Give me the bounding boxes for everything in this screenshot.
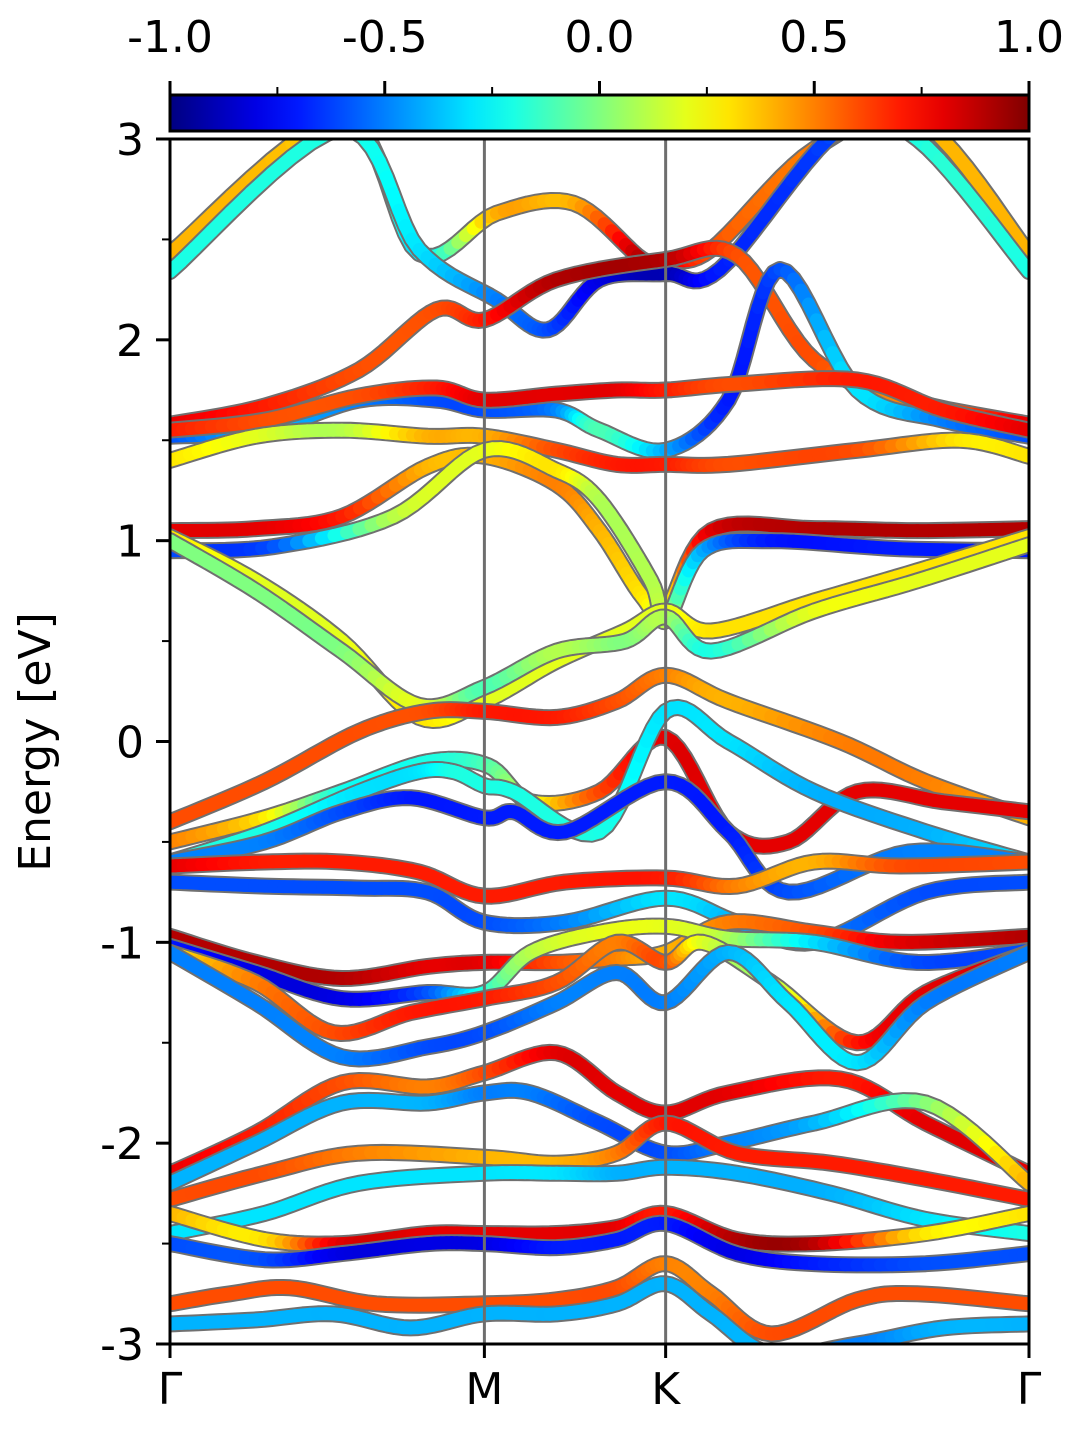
colorbar-gradient <box>170 95 1029 131</box>
colorbar: -1.0 -0.5 0.0 0.5 1.0 <box>127 12 1064 131</box>
band-lines <box>170 113 1029 1355</box>
colorbar-tick-label: -1.0 <box>127 12 213 63</box>
y-axis-label: Energy [eV] <box>10 612 61 872</box>
band-segment <box>822 1349 831 1351</box>
band-segment <box>795 1354 804 1355</box>
y-tick-label: 2 <box>116 316 144 367</box>
band-outline <box>170 113 1029 264</box>
band-segment <box>757 1349 764 1352</box>
band-segment <box>813 1351 822 1353</box>
colorbar-tick-label: 1.0 <box>994 12 1064 63</box>
y-tick-label: -3 <box>100 1320 144 1371</box>
colorbar-tick-label: 0.5 <box>779 12 849 63</box>
y-tick-label: -1 <box>100 918 144 969</box>
k-point-label: Γ <box>1017 1364 1042 1415</box>
band-10 <box>170 541 1029 707</box>
colorbar-tick-label: -0.5 <box>342 12 428 63</box>
band-segment <box>804 1353 813 1354</box>
band-segment <box>831 1347 840 1349</box>
colorbar-tick-label: 0.0 <box>565 12 635 63</box>
band-segment <box>840 1345 849 1347</box>
band-1 <box>170 113 1029 264</box>
band-segment <box>751 1345 757 1349</box>
band-segment <box>764 1352 771 1354</box>
band-23 <box>170 1123 1029 1199</box>
k-point-label: K <box>651 1364 681 1415</box>
band-segment <box>771 1354 779 1355</box>
y-tick-label: -2 <box>100 1119 144 1170</box>
y-tick-label: 0 <box>116 718 144 769</box>
k-point-label: M <box>465 1364 503 1415</box>
y-tick-label: 1 <box>116 517 144 568</box>
k-point-label: Γ <box>158 1364 183 1415</box>
y-tick-label: 3 <box>116 115 144 166</box>
